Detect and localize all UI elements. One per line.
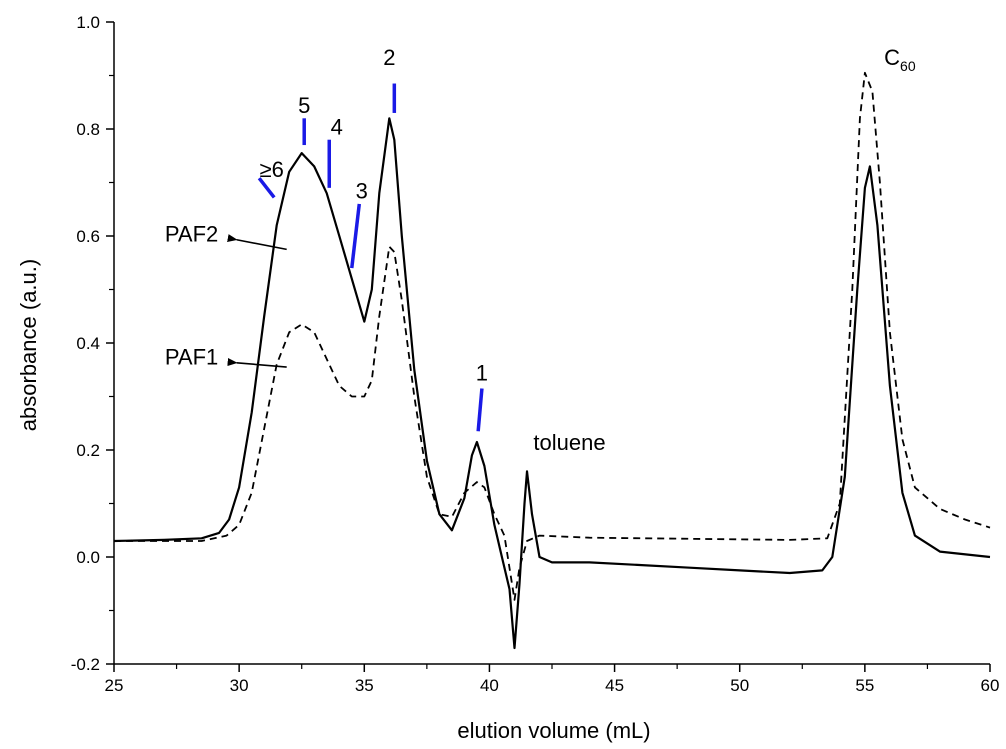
- series-line-paf1: [114, 71, 991, 601]
- series-group: [113, 71, 991, 650]
- x-axis-title: elution volume (mL): [457, 718, 650, 743]
- c60-label-sub: 60: [900, 58, 916, 74]
- x-tick-label: 35: [355, 676, 374, 695]
- peak-label: 3: [356, 179, 368, 204]
- x-tick-label: 55: [855, 676, 874, 695]
- peak-marker-0: [257, 177, 276, 199]
- y-tick-label: -0.2: [71, 655, 100, 674]
- peak-label: 4: [331, 114, 343, 139]
- peak-marker-3: [350, 203, 362, 269]
- toluene-label: toluene: [533, 430, 605, 455]
- y-axis-title: absorbance (a.u.): [16, 259, 41, 431]
- y-tick-label: 0.2: [76, 441, 100, 460]
- y-ticks: -0.2 0.0 0.2 0.4 0.6 0.8 1.0: [71, 13, 114, 674]
- x-tick-label: 30: [230, 676, 249, 695]
- peak-label: 2: [383, 45, 395, 70]
- axes: [113, 22, 990, 665]
- peak-label: 1: [476, 360, 488, 385]
- c60-label-base: C: [884, 45, 900, 70]
- x-ticks: 25 30 35 40 45 50 55 60: [105, 664, 1000, 695]
- y-tick-label: 0.0: [76, 548, 100, 567]
- peak-marker-5: [476, 388, 484, 432]
- x-tick-label: 25: [105, 676, 124, 695]
- x-tick-label: 50: [730, 676, 749, 695]
- x-tick-label: 45: [605, 676, 624, 695]
- y-tick-label: 0.8: [76, 120, 100, 139]
- paf2-arrow: [227, 234, 287, 251]
- series-line-paf2: [113, 117, 991, 650]
- y-tick-label: 1.0: [76, 13, 100, 32]
- y-tick-label: 0.4: [76, 334, 100, 353]
- x-tick-label: 40: [480, 676, 499, 695]
- peak-label: ≥6: [260, 157, 284, 182]
- peak-label: 5: [298, 93, 310, 118]
- paf1-label: PAF1: [165, 344, 218, 369]
- paf1-arrow: [227, 358, 287, 368]
- paf2-label: PAF2: [165, 221, 218, 246]
- annotations: ≥6 54 3 2 1 toluene C60 PAF2 PAF1: [165, 45, 916, 455]
- x-tick-label: 60: [981, 676, 1000, 695]
- y-tick-label: 0.6: [76, 227, 100, 246]
- c60-label: C60: [884, 45, 916, 74]
